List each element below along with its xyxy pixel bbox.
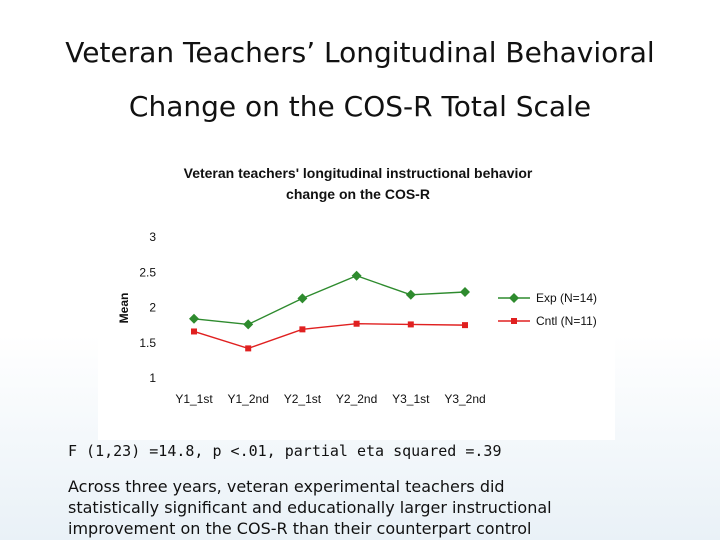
y-tick-label: 1.5 (139, 336, 156, 350)
series-line-1 (193, 275, 466, 326)
x-tick-label: Y3_2nd (444, 392, 485, 406)
body-text-line-3: improvement on the COS-R than their coun… (68, 519, 532, 538)
x-axis-ticks: Y1_1st Y1_2nd Y2_1st Y2_2nd Y3_1st Y3_2nd (175, 392, 485, 406)
x-tick-label: Y2_2nd (336, 392, 377, 406)
series-line-2 (193, 323, 466, 350)
series-group (189, 270, 470, 352)
slide-title-line-2: Change on the COS-R Total Scale (128, 90, 592, 123)
legend: Exp (N=14) Cntl (N=11) (498, 291, 597, 328)
body-text-line-2: statistically significant and educationa… (68, 498, 552, 517)
data-point-cntl (245, 345, 252, 352)
y-tick-label: 1 (149, 371, 156, 385)
body-text: Across three years, veteran experimental… (68, 476, 708, 539)
legend-label-1: Exp (N=14) (536, 291, 597, 305)
y-tick-label: 2.5 (139, 265, 156, 279)
chart-container: Veteran teachers' longitudinal instructi… (98, 152, 615, 440)
x-tick-label: Y1_1st (175, 392, 213, 406)
statistics-line: F (1,23) =14.8, p <.01, partial eta squa… (68, 442, 502, 460)
slide-title-line-1: Veteran Teachers’ Longitudinal Behaviora… (65, 36, 655, 69)
data-point-cntl (353, 320, 360, 327)
legend-marker-exp (509, 293, 519, 303)
slide-title: Veteran Teachers’ Longitudinal Behaviora… (20, 26, 700, 134)
data-point-exp (460, 286, 470, 297)
data-point-cntl (462, 322, 468, 329)
data-point-exp (405, 289, 416, 300)
x-tick-label: Y3_1st (392, 392, 430, 406)
data-point-exp (351, 270, 362, 281)
legend-marker-cntl (511, 318, 517, 324)
data-point-exp (243, 319, 254, 330)
data-point-cntl (191, 328, 197, 335)
data-point-exp (189, 313, 199, 324)
data-point-exp (297, 293, 308, 304)
y-axis-label: Mean (117, 293, 131, 324)
data-point-cntl (299, 326, 306, 333)
line-chart: Veteran teachers' longitudinal instructi… (117, 165, 597, 406)
chart-title-line-1: Veteran teachers' longitudinal instructi… (184, 165, 533, 181)
y-tick-label: 3 (149, 230, 156, 244)
body-text-line-1: Across three years, veteran experimental… (68, 477, 505, 496)
legend-label-2: Cntl (N=11) (536, 314, 597, 328)
y-tick-label: 2 (149, 301, 156, 315)
data-point-cntl (407, 321, 414, 328)
y-axis-ticks: 1 1.5 2 2.5 3 (139, 230, 156, 385)
x-tick-label: Y1_2nd (228, 392, 269, 406)
chart-title-line-2: change on the COS-R (286, 186, 430, 202)
x-tick-label: Y2_1st (284, 392, 322, 406)
